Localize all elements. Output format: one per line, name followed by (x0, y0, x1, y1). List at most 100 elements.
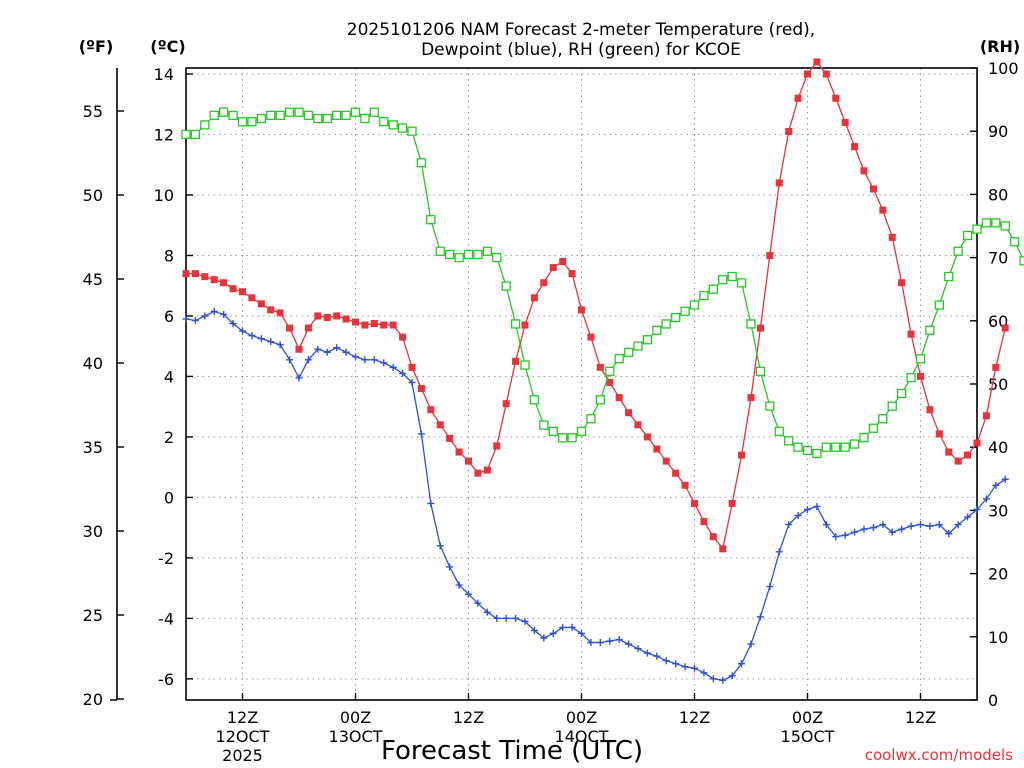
dewpoint-point (286, 356, 294, 364)
temperature-point (653, 445, 661, 453)
rh-point (576, 426, 587, 437)
temperature-point (239, 288, 246, 296)
rh-point (510, 319, 521, 329)
rh-point (407, 126, 417, 136)
dewpoint-point (446, 563, 454, 571)
dewpoint-point (785, 521, 793, 529)
dewpoint-point (493, 614, 501, 622)
rh-point (388, 120, 398, 130)
rh-point (671, 312, 681, 323)
rh-point (840, 442, 850, 452)
temperature-point (888, 233, 896, 241)
dewpoint-point (832, 533, 840, 541)
x-axis-title: Forecast Time (UTC) (381, 736, 643, 766)
temperature-point (389, 321, 397, 329)
temperature-point (474, 469, 482, 477)
rh-point (859, 433, 869, 443)
rh-point (586, 414, 596, 424)
rh-point (774, 426, 784, 437)
temperature-point (982, 412, 990, 420)
rh-point (482, 246, 492, 256)
temperature-point (1001, 324, 1009, 332)
dewpoint-point (973, 505, 981, 513)
dewpoint-point (775, 548, 783, 556)
temperature-point (841, 118, 849, 126)
rh-tick-label: 80 (988, 185, 1008, 204)
temperature-point (191, 270, 199, 278)
rh-point (868, 423, 879, 433)
rh-point (746, 319, 756, 329)
dewpoint-point (276, 341, 284, 349)
temperature-point (615, 394, 623, 402)
dewpoint-point (342, 348, 350, 356)
temperature-point (869, 185, 877, 193)
dewpoint-point (634, 645, 642, 653)
dewpoint-point (719, 676, 727, 684)
dewpoint-point (521, 617, 529, 625)
rh-point (492, 252, 502, 263)
temperature-point (728, 499, 736, 507)
rh-point (190, 129, 201, 140)
temperature-point (606, 378, 614, 386)
rh-point (529, 395, 540, 405)
temperature-point (625, 409, 633, 417)
celsius-tick-label: 14 (154, 65, 174, 84)
rh-point (1010, 237, 1020, 247)
dewpoint-point (681, 663, 689, 671)
temperature-point (417, 385, 425, 393)
dewpoint-point (860, 525, 868, 533)
chart-grid (186, 68, 977, 700)
rh-point (962, 230, 973, 241)
rh-point (934, 300, 944, 310)
temperature-point (926, 406, 934, 414)
temperature-point (455, 448, 463, 456)
rh-point (275, 110, 285, 121)
rh-point (718, 275, 728, 285)
dewpoint-point (747, 640, 755, 648)
dewpoint-point (408, 378, 416, 386)
rh-point (708, 284, 718, 294)
temperature-point (201, 273, 209, 281)
temperature-point (738, 451, 746, 459)
dewpoint-point (323, 348, 331, 356)
celsius-tick-label: -4 (158, 609, 174, 628)
dewpoint-point (653, 652, 661, 660)
temperature-point (502, 400, 510, 408)
dewpoint-point (851, 528, 859, 536)
temperature-point (794, 94, 802, 102)
fahrenheit-tick-label: 55 (83, 102, 103, 121)
rh-point (228, 110, 238, 121)
rh-point (200, 120, 210, 130)
time-tick-date: 13OCT (329, 727, 383, 746)
temperature-point (370, 320, 378, 328)
temperature-point (521, 321, 529, 329)
rh-point (332, 110, 342, 121)
rh-tick-label: 30 (988, 501, 1008, 520)
rh-point (784, 436, 794, 446)
temperature-point (380, 321, 388, 329)
dewpoint-point (530, 626, 538, 634)
chart-title-line2: Dewpoint (blue), RH (green) for KCOE (421, 40, 741, 60)
rh-point (595, 395, 605, 405)
rh-point (821, 442, 831, 452)
fahrenheit-tick-label: 50 (83, 186, 103, 205)
temperature-point (276, 309, 284, 317)
celsius-tick-label: -6 (158, 670, 174, 689)
temperature-point (587, 333, 595, 341)
temperature-point (813, 58, 821, 66)
credit-link[interactable]: coolwx.com/models (865, 746, 1013, 764)
dewpoint-point (615, 636, 623, 644)
temperature-point (352, 318, 359, 326)
temperature-point (898, 279, 906, 287)
rh-point (906, 373, 916, 383)
temperature-point (465, 457, 472, 465)
dewpoint-point (220, 310, 228, 318)
dewpoint-point (267, 338, 275, 346)
rh-point (765, 401, 775, 411)
temperature-point (323, 313, 331, 321)
temperature-point (700, 518, 708, 526)
rh-point (727, 271, 737, 282)
rh-point (209, 110, 219, 121)
series-rh (181, 107, 1024, 459)
rh-point (605, 366, 615, 377)
